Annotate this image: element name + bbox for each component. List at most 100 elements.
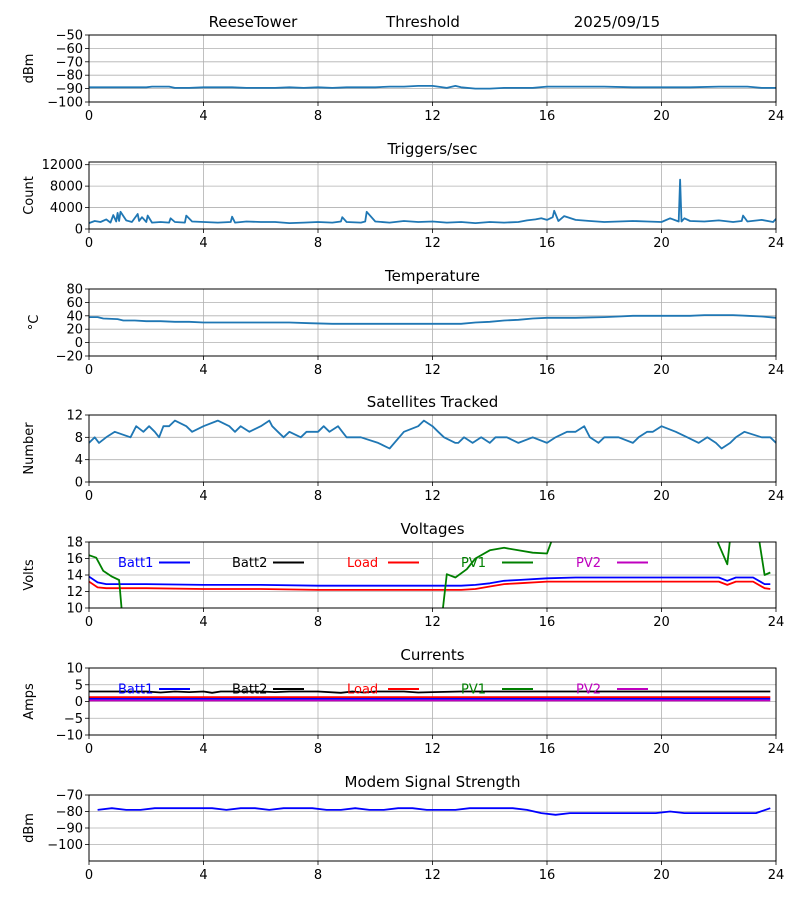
x-tick-label: 4	[199, 868, 207, 883]
y-axis-label: dBm	[22, 813, 37, 843]
x-tick-label: 16	[539, 363, 556, 378]
panel-threshold: 0 4 8 12 16 20 24 −50−60−70−80−90−100 dBm	[22, 29, 784, 125]
x-tick-label: 12	[424, 742, 441, 757]
legend-label-load: Load	[347, 682, 378, 697]
y-tick-label: 12	[66, 585, 83, 600]
y-tick-label: 0	[75, 223, 83, 238]
y-tick-label: −100	[47, 838, 83, 853]
x-tick-label: 20	[653, 868, 670, 883]
x-tick-label: 24	[768, 363, 785, 378]
panel-title: Voltages	[400, 520, 464, 538]
y-tick-label: 10	[66, 602, 83, 617]
y-tick-label: −70	[56, 55, 83, 70]
series-line-pv1	[89, 542, 771, 608]
x-tick-label: 0	[85, 363, 93, 378]
y-tick-label: −80	[56, 69, 83, 84]
y-tick-label: 10	[66, 662, 83, 677]
x-tick-label: 0	[85, 615, 93, 630]
plot-frame	[88, 34, 777, 103]
plot-frame	[88, 414, 777, 483]
header-mode: Threshold	[385, 13, 460, 31]
x-tick-label: 8	[314, 489, 322, 504]
plot-frame	[88, 794, 777, 862]
legend-label-batt2: Batt2	[232, 682, 267, 697]
y-tick-label: 12	[66, 409, 83, 424]
x-tick-label: 16	[539, 868, 556, 883]
y-tick-label: 0	[75, 336, 83, 351]
x-tick-label: 24	[768, 742, 785, 757]
legend-label-batt1: Batt1	[118, 682, 153, 697]
y-tick-label: 4	[75, 453, 83, 468]
x-tick-label: 0	[85, 236, 93, 251]
y-tick-label: −50	[56, 29, 83, 44]
y-tick-label: −60	[56, 42, 83, 57]
y-tick-label: −10	[56, 729, 83, 744]
legend-label-pv2: PV2	[576, 682, 601, 697]
y-tick-label: 60	[66, 296, 83, 311]
y-tick-label: 80	[66, 283, 83, 298]
y-tick-label: 20	[66, 323, 83, 338]
x-tick-label: 24	[768, 868, 785, 883]
y-tick-label: 40	[66, 309, 83, 324]
x-tick-label: 24	[768, 489, 785, 504]
series-line-batt1	[89, 575, 771, 587]
x-tick-label: 4	[199, 363, 207, 378]
y-tick-label: −100	[47, 96, 83, 111]
series-line-load	[89, 580, 771, 591]
x-tick-label: 16	[539, 489, 556, 504]
x-tick-label: 12	[424, 489, 441, 504]
plot-frame	[88, 288, 777, 357]
x-tick-label: 8	[314, 109, 322, 124]
x-tick-label: 16	[539, 109, 556, 124]
x-tick-label: 8	[314, 615, 322, 630]
x-tick-label: 8	[314, 742, 322, 757]
x-tick-label: 16	[539, 615, 556, 630]
x-tick-label: 4	[199, 615, 207, 630]
series-line-modem	[97, 807, 771, 816]
y-tick-label: −90	[56, 82, 83, 97]
y-axis-label: °C	[27, 315, 42, 331]
series-line-threshold	[89, 85, 776, 90]
legend-label-pv1: PV1	[461, 682, 486, 697]
x-tick-label: 20	[653, 109, 670, 124]
x-tick-label: 4	[199, 109, 207, 124]
x-tick-label: 12	[424, 868, 441, 883]
y-axis-label: Volts	[22, 559, 37, 591]
panel-title: Temperature	[384, 267, 480, 285]
x-tick-label: 20	[653, 363, 670, 378]
y-tick-label: 16	[66, 552, 83, 567]
plot-frame	[88, 161, 777, 230]
y-axis-label: dBm	[22, 54, 37, 84]
series-line-temperature	[89, 314, 776, 325]
y-tick-label: −20	[56, 350, 83, 365]
y-tick-label: −90	[56, 822, 83, 837]
x-tick-label: 4	[199, 236, 207, 251]
plot-frame	[88, 541, 777, 609]
y-tick-label: 0	[75, 695, 83, 710]
header-date: 2025/09/15	[574, 13, 660, 31]
legend-label-batt2: Batt2	[232, 556, 267, 571]
x-tick-label: 20	[653, 742, 670, 757]
y-tick-label: 18	[66, 536, 83, 551]
legend-label-load: Load	[347, 556, 378, 571]
panel-triggers: 0 4 8 12 16 20 24 12000 8000 4000 0 Triggers/sec Cou…	[22, 140, 784, 251]
y-tick-label: 12000	[42, 158, 83, 173]
header-station: ReeseTower	[209, 13, 299, 31]
y-tick-label: −80	[56, 805, 83, 820]
x-tick-label: 12	[424, 363, 441, 378]
panel-title: Satellites Tracked	[367, 393, 498, 411]
panel-title: Modem Signal Strength	[345, 773, 521, 791]
x-tick-label: 20	[653, 236, 670, 251]
x-tick-label: 0	[85, 489, 93, 504]
x-tick-label: 24	[768, 615, 785, 630]
x-tick-label: 0	[85, 109, 93, 124]
series-line-satellites	[89, 419, 776, 450]
x-tick-label: 0	[85, 742, 93, 757]
y-axis-label: Amps	[22, 683, 37, 720]
x-tick-label: 12	[424, 109, 441, 124]
x-tick-label: 8	[314, 868, 322, 883]
x-tick-label: 24	[768, 236, 785, 251]
y-tick-label: −5	[64, 712, 83, 727]
